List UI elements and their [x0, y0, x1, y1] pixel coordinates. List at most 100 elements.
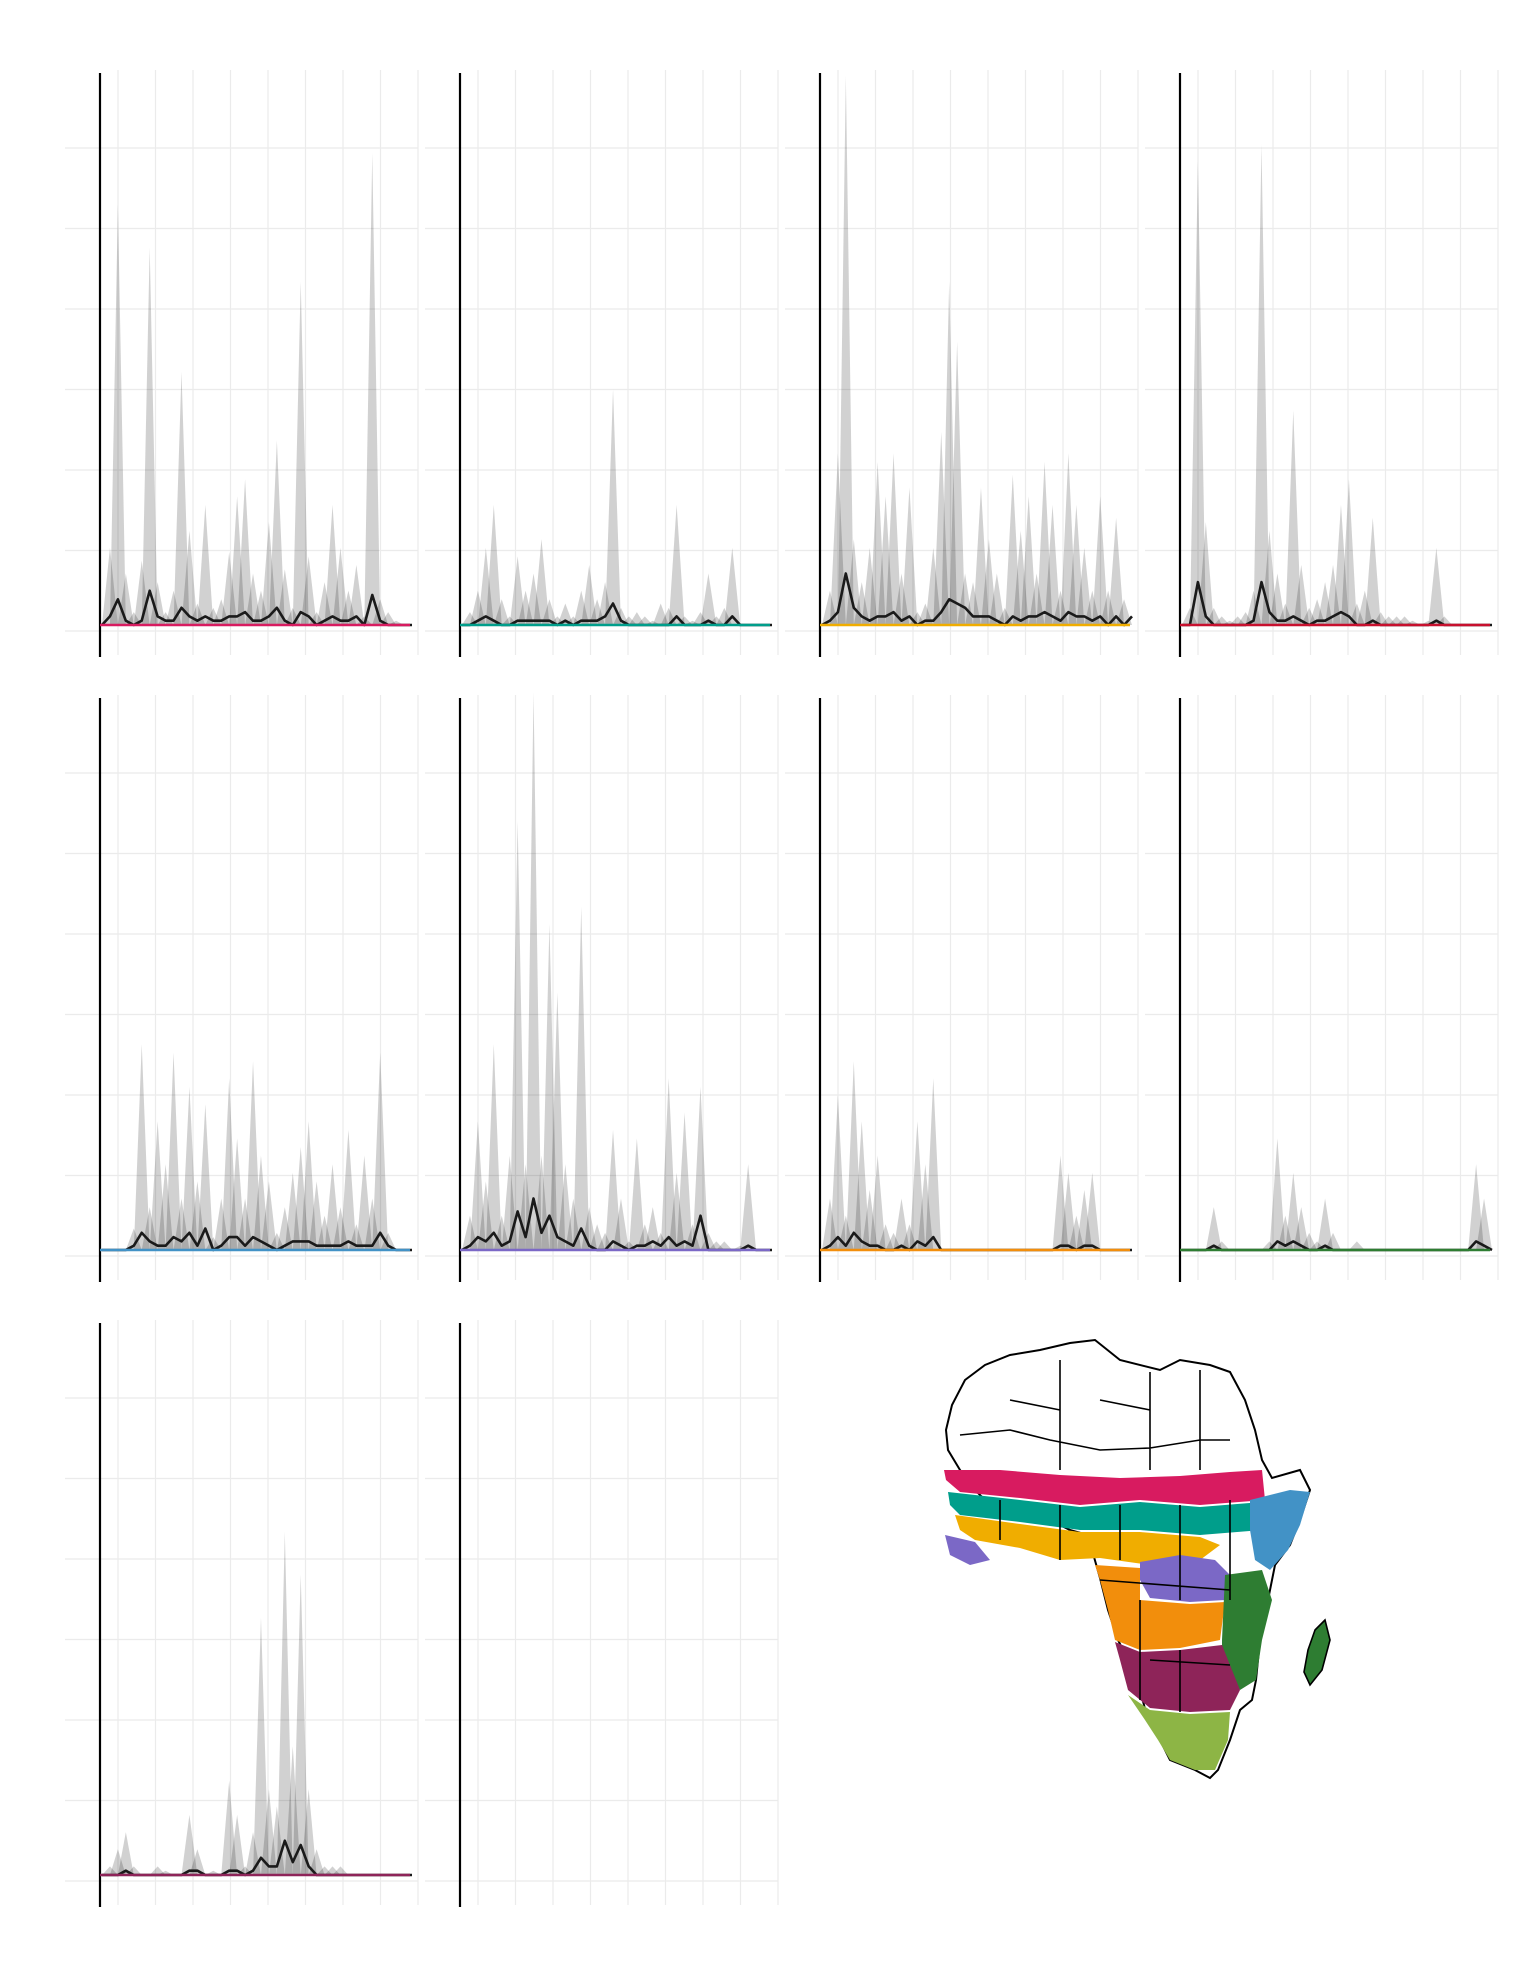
uncertainty-band [549, 992, 566, 1250]
uncertainty-band [1285, 410, 1302, 625]
uncertainty-band [332, 1207, 349, 1250]
panel-8 [1145, 695, 1499, 1282]
uncertainty-band [229, 496, 246, 625]
map-region-1 [944, 1470, 1265, 1505]
uncertainty-band [141, 1207, 158, 1250]
uncertainty-band [157, 1164, 174, 1250]
panel-7 [785, 695, 1139, 1282]
map-madagascar [1303, 1618, 1331, 1687]
map-borders [959, 1360, 1231, 1712]
uncertainty-band [949, 341, 966, 625]
uncertainty-band [829, 1095, 846, 1250]
uncertainty-band [901, 1224, 918, 1250]
uncertainty-band [1108, 517, 1125, 625]
uncertainty-band [933, 431, 950, 625]
map-region-6 [1095, 1565, 1225, 1650]
uncertainty-band [1340, 479, 1357, 625]
uncertainty-band [332, 547, 349, 625]
uncertainty-band [276, 1531, 293, 1875]
uncertainty-band [316, 1215, 333, 1250]
uncertainty-band [1364, 517, 1381, 625]
uncertainty-band [1277, 1215, 1294, 1250]
uncertainty-band [245, 573, 261, 625]
uncertainty-band [253, 1155, 269, 1250]
uncertainty-band [109, 1849, 126, 1875]
uncertainty-band [1076, 1189, 1093, 1250]
uncertainty-band [493, 599, 510, 625]
uncertainty-band [700, 1232, 717, 1250]
uncertainty-band [324, 1866, 341, 1875]
uncertainty-band [893, 573, 910, 625]
uncertainty-band [692, 1086, 709, 1250]
uncertainty-band [917, 1164, 934, 1250]
uncertainty-band [1012, 530, 1029, 625]
uncertainty-band [324, 504, 341, 625]
uncertainty-band [1028, 573, 1045, 625]
uncertainty-band [1356, 590, 1373, 625]
uncertainty-band [372, 599, 389, 625]
uncertainty-band [316, 1866, 333, 1875]
uncertainty-band [485, 1044, 502, 1250]
uncertainty-band [1269, 573, 1286, 625]
uncertainty-band [1261, 1241, 1278, 1250]
uncertainty-band [573, 590, 590, 625]
panel-6 [425, 692, 779, 1282]
map-region-5b [945, 1535, 990, 1565]
uncertainty-band [853, 582, 870, 625]
uncertainty-band [869, 1155, 886, 1250]
uncertainty-band [1182, 607, 1198, 625]
panel-5 [65, 695, 419, 1282]
median-line [821, 572, 1133, 627]
uncertainty-band [893, 1198, 910, 1250]
panel-3 [785, 70, 1139, 657]
uncertainty-band [1189, 161, 1206, 625]
uncertainty-band [533, 539, 550, 625]
uncertainty-band [1116, 599, 1132, 625]
uncertainty-band [1348, 1241, 1365, 1250]
uncertainty-band [1333, 504, 1349, 625]
uncertainty-band [1468, 1164, 1485, 1250]
uncertainty-band [149, 1121, 166, 1250]
uncertainty-band [213, 1198, 230, 1250]
uncertainty-band [988, 573, 1005, 625]
uncertainty-band [1253, 144, 1270, 626]
uncertainty-band [885, 453, 902, 625]
map-region-7 [1222, 1570, 1272, 1690]
uncertainty-band [1084, 590, 1101, 625]
uncertainty-band [853, 1121, 870, 1250]
uncertainty-band [980, 539, 997, 625]
map-region-8 [1115, 1642, 1240, 1712]
uncertainty-band [909, 1121, 926, 1250]
uncertainty-band [197, 504, 214, 625]
uncertainty-band [605, 1129, 621, 1250]
uncertainty-band [1020, 496, 1037, 625]
uncertainty-band [660, 1078, 677, 1250]
uncertainty-band [1092, 496, 1109, 625]
uncertainty-band [845, 1061, 862, 1250]
uncertainty-band [477, 547, 494, 625]
uncertainty-band [1317, 582, 1334, 625]
uncertainty-band [181, 530, 198, 625]
uncertainty-band [477, 1181, 494, 1250]
map-region-3 [955, 1515, 1220, 1565]
uncertainty-band [189, 1849, 206, 1875]
uncertainty-band [676, 1112, 693, 1250]
small-multiples [65, 70, 1499, 1907]
uncertainty-band [740, 1164, 757, 1250]
uncertainty-band [340, 1129, 357, 1250]
uncertainty-band [133, 1044, 150, 1250]
uncertainty-band [925, 1078, 942, 1250]
uncertainty-band [1036, 461, 1053, 625]
panel-2 [425, 70, 779, 657]
uncertainty-band [364, 152, 381, 625]
uncertainty-band [1068, 1215, 1085, 1250]
uncertainty-band [292, 281, 309, 625]
uncertainty-band [221, 1078, 238, 1250]
uncertainty-band [1428, 547, 1445, 625]
uncertainty-band [332, 1866, 349, 1875]
uncertainty-band [822, 1198, 838, 1250]
uncertainty-band [268, 1232, 285, 1250]
uncertainty-band [189, 1181, 206, 1250]
uncertainty-band [149, 1866, 166, 1875]
